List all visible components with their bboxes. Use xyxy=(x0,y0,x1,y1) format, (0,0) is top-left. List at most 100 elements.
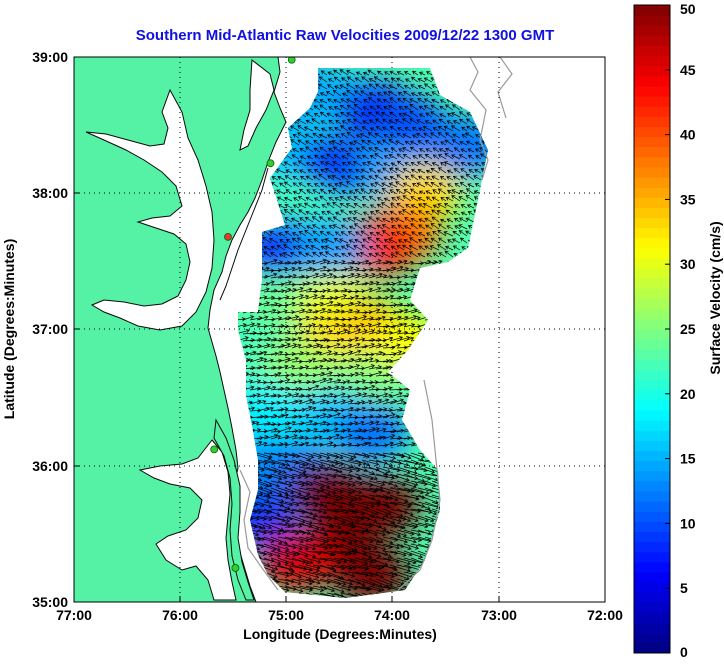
velocity-vector xyxy=(460,162,468,167)
velocity-vector xyxy=(474,183,482,188)
velocity-vector xyxy=(432,231,440,237)
velocity-vector xyxy=(284,282,296,287)
velocity-vector xyxy=(319,407,335,412)
velocity-vector xyxy=(403,550,424,559)
velocity-vector xyxy=(352,217,363,223)
velocity-vector xyxy=(403,442,416,447)
velocity-vector xyxy=(451,238,461,244)
velocity-vector xyxy=(397,92,405,97)
velocity-vector xyxy=(270,245,279,251)
velocity-vector xyxy=(409,103,419,111)
velocity-vector xyxy=(376,105,384,111)
velocity-vector xyxy=(291,301,304,307)
colorbar-band xyxy=(634,369,670,381)
velocity-vector xyxy=(276,196,286,202)
velocity-vector xyxy=(319,585,336,593)
velocity-vector xyxy=(307,238,314,244)
velocity-vector xyxy=(312,371,326,377)
velocity-vector xyxy=(305,196,314,202)
velocity-vector xyxy=(396,174,405,181)
velocity-vector xyxy=(249,522,266,530)
velocity-vector xyxy=(277,413,289,419)
velocity-vector xyxy=(375,358,390,364)
velocity-vector xyxy=(334,126,342,132)
colorbar-band xyxy=(634,167,670,178)
velocity-vector xyxy=(382,98,391,104)
velocity-vector xyxy=(355,252,363,258)
velocity-vector xyxy=(410,174,419,181)
velocity-vector xyxy=(460,204,468,209)
velocity-vector xyxy=(419,190,426,195)
velocity-vector xyxy=(256,494,272,500)
velocity-vector xyxy=(326,452,344,460)
chart-title: Southern Mid-Atlantic Raw Velocities 200… xyxy=(136,27,554,44)
velocity-vector xyxy=(341,190,349,195)
velocity-vector xyxy=(412,70,419,76)
velocity-vector xyxy=(432,204,440,209)
velocity-vector xyxy=(388,84,398,90)
velocity-vector xyxy=(465,195,475,202)
velocity-vector xyxy=(444,132,454,139)
velocity-vector xyxy=(465,217,475,223)
velocity-vector xyxy=(319,350,332,356)
velocity-vector xyxy=(430,132,440,139)
velocity-vector xyxy=(340,452,357,459)
velocity-vector xyxy=(320,245,328,251)
velocity-vector xyxy=(325,251,335,258)
velocity-vector xyxy=(284,508,306,515)
velocity-vector xyxy=(298,379,311,385)
velocity-vector xyxy=(426,71,433,76)
velocity-vector xyxy=(312,473,330,481)
velocity-vector xyxy=(298,251,307,258)
velocity-vector xyxy=(305,146,314,153)
velocity-vector xyxy=(311,118,321,125)
velocity-vector xyxy=(310,245,321,251)
velocity-vector xyxy=(317,83,328,90)
velocity-vector xyxy=(447,112,454,118)
velocity-vector xyxy=(291,399,303,405)
velocity-vector xyxy=(348,169,356,174)
velocity-vector xyxy=(404,127,412,132)
velocity-vector xyxy=(333,259,346,265)
velocity-vector xyxy=(474,141,482,146)
velocity-vector xyxy=(440,162,447,167)
velocity-vector xyxy=(277,295,290,300)
y-tick-label: 39:00 xyxy=(32,49,68,65)
velocity-vector xyxy=(465,132,475,139)
velocity-vector xyxy=(389,329,402,335)
velocity-vector xyxy=(277,399,288,405)
velocity-vector xyxy=(383,197,391,202)
velocity-vector xyxy=(458,111,468,118)
velocity-vector xyxy=(443,203,454,209)
velocity-vector xyxy=(339,140,349,146)
velocity-vector xyxy=(277,330,291,335)
velocity-vector xyxy=(297,139,307,146)
velocity-vector xyxy=(319,188,328,195)
velocity-vector xyxy=(327,183,335,188)
colorbar-band xyxy=(634,298,670,310)
velocity-vector xyxy=(416,182,426,188)
velocity-vector xyxy=(299,169,307,174)
velocity-vector xyxy=(298,557,314,565)
velocity-vector xyxy=(370,183,377,188)
velocity-vector xyxy=(313,169,321,174)
velocity-vector xyxy=(326,487,344,494)
velocity-vector xyxy=(334,85,342,90)
velocity-vector xyxy=(341,92,349,97)
colorbar-band xyxy=(634,561,670,573)
velocity-vector xyxy=(418,238,426,244)
velocity-vector xyxy=(324,238,335,244)
velocity-vector xyxy=(270,350,284,356)
velocity-vector xyxy=(389,210,398,216)
velocity-vector xyxy=(460,175,468,181)
velocity-vector xyxy=(298,419,314,426)
velocity-vector xyxy=(375,217,384,223)
velocity-vector xyxy=(377,197,384,202)
velocity-vector xyxy=(277,407,289,412)
velocity-vector xyxy=(305,487,325,493)
velocity-vector xyxy=(269,231,279,237)
velocity-vector xyxy=(347,494,363,501)
velocity-vector xyxy=(353,202,363,209)
velocity-vector xyxy=(326,385,340,391)
